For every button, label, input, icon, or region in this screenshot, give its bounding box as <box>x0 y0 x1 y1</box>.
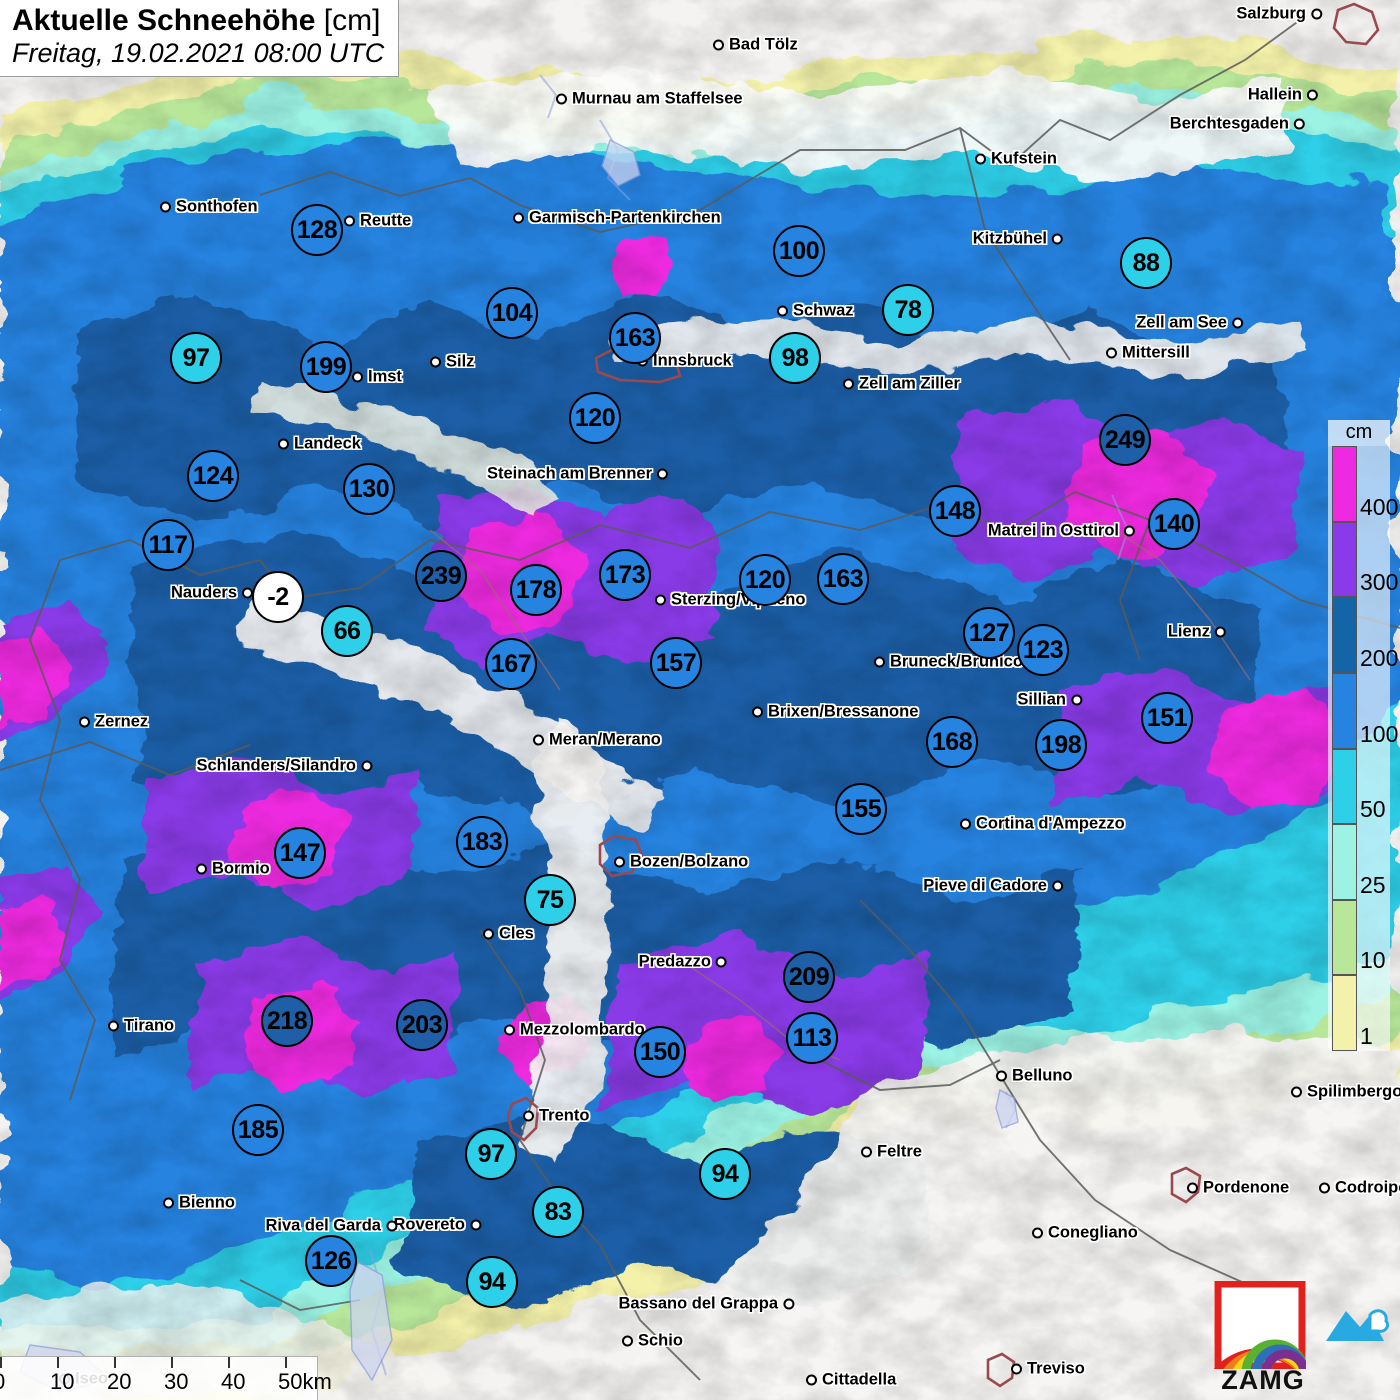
station-value-marker[interactable]: 97 <box>170 332 222 384</box>
station-value-marker[interactable]: 178 <box>510 564 562 616</box>
station-value-marker[interactable]: 239 <box>415 550 467 602</box>
legend-tick-label: 25 <box>1360 871 1386 898</box>
scale-bar: 0 10 20 30 40 50km <box>0 1356 332 1400</box>
station-value-marker[interactable]: 147 <box>274 827 326 879</box>
station-value-marker[interactable]: 117 <box>142 519 194 571</box>
station-value-marker[interactable]: 199 <box>300 341 352 393</box>
station-value-marker[interactable]: 124 <box>187 450 239 502</box>
station-value-marker[interactable]: 173 <box>599 549 651 601</box>
title-main: Aktuelle Schneehöhe <box>12 4 316 37</box>
station-value-marker[interactable]: 94 <box>699 1148 751 1200</box>
station-value-marker[interactable]: 155 <box>835 783 887 835</box>
map-title-box: Aktuelle Schneehöhe [cm] Freitag, 19.02.… <box>0 0 400 77</box>
legend-swatch <box>1332 748 1357 825</box>
station-value-marker[interactable]: 97 <box>465 1128 517 1180</box>
legend-swatch <box>1332 899 1357 976</box>
station-value-marker[interactable]: 123 <box>1017 624 1069 676</box>
legend-unit-label: cm <box>1328 420 1390 446</box>
station-value-marker[interactable]: 104 <box>486 287 538 339</box>
station-value-marker[interactable]: 78 <box>882 284 934 336</box>
legend-tick-label: 400 <box>1360 493 1399 520</box>
legend-swatch <box>1332 975 1357 1051</box>
color-scale-legend: cm 400 300 200 100 50 25 10 1 <box>1328 420 1398 1051</box>
station-value-marker[interactable]: 168 <box>926 716 978 768</box>
page-title: Aktuelle Schneehöhe [cm] <box>12 5 384 37</box>
station-value-marker[interactable]: 127 <box>963 607 1015 659</box>
station-value-marker[interactable]: 98 <box>769 332 821 384</box>
station-value-marker[interactable]: 126 <box>305 1235 357 1287</box>
station-value-marker[interactable]: 88 <box>1120 237 1172 289</box>
scale-bar-label: 40 <box>221 1369 246 1394</box>
scale-bar-label: 50km <box>278 1369 332 1394</box>
title-datetime: Freitag, 19.02.2021 08:00 UTC <box>12 37 385 68</box>
scale-bar-label: 30 <box>164 1369 189 1394</box>
station-value-marker[interactable]: 140 <box>1148 498 1200 550</box>
legend-tick-label: 50 <box>1360 796 1386 823</box>
station-value-marker[interactable]: -2 <box>252 571 304 623</box>
station-value-marker[interactable]: 157 <box>650 637 702 689</box>
legend-swatch <box>1332 597 1357 673</box>
legend-tick-label: 200 <box>1360 644 1399 671</box>
mountain-cloud-icon <box>1320 1293 1390 1354</box>
station-value-marker[interactable]: 94 <box>466 1256 518 1308</box>
zamg-rainbow-icon <box>1212 1280 1309 1377</box>
station-value-marker[interactable]: 75 <box>524 874 576 926</box>
station-value-marker[interactable]: 83 <box>532 1186 584 1238</box>
zamg-wordmark: ZAMG <box>1221 1365 1305 1395</box>
scale-bar-label: 0 <box>0 1369 5 1395</box>
station-value-marker[interactable]: 218 <box>261 995 313 1047</box>
station-value-marker[interactable]: 151 <box>1141 692 1193 744</box>
station-value-marker[interactable]: 120 <box>739 554 791 606</box>
station-value-marker[interactable]: 183 <box>456 816 508 868</box>
legend-tick-label: 1 <box>1360 1023 1373 1049</box>
legend-color-bar: 400 300 200 100 50 25 10 1 <box>1328 446 1398 1051</box>
station-value-marker[interactable]: 100 <box>773 225 825 277</box>
scale-bar-label: 20 <box>107 1369 132 1394</box>
station-value-marker[interactable]: 113 <box>786 1012 838 1064</box>
station-value-marker[interactable]: 185 <box>232 1104 284 1156</box>
station-value-marker[interactable]: 150 <box>634 1026 686 1078</box>
station-value-marker[interactable]: 163 <box>609 312 661 364</box>
scale-bar-label: 10 <box>50 1369 75 1394</box>
station-value-marker[interactable]: 167 <box>485 638 537 690</box>
scale-bar-ticks <box>0 1357 287 1368</box>
legend-swatch <box>1332 824 1357 900</box>
station-value-marker[interactable]: 66 <box>321 605 373 657</box>
legend-swatch <box>1332 446 1357 522</box>
legend-tick-label: 300 <box>1360 569 1399 596</box>
legend-tick-label: 100 <box>1360 720 1399 747</box>
station-value-marker[interactable]: 209 <box>783 951 835 1003</box>
station-value-marker[interactable]: 203 <box>396 999 448 1051</box>
station-value-marker[interactable]: 148 <box>929 485 981 537</box>
station-value-marker[interactable]: 198 <box>1035 719 1087 771</box>
station-value-marker[interactable]: 128 <box>291 204 343 256</box>
station-value-marker[interactable]: 163 <box>817 553 869 605</box>
legend-swatch <box>1332 521 1357 598</box>
legend-swatch <box>1332 672 1357 749</box>
zamg-logo: ZAMG <box>1212 1280 1312 1396</box>
title-unit: [cm] <box>323 4 381 37</box>
station-value-marker[interactable]: 130 <box>343 463 395 515</box>
station-value-marker[interactable]: 249 <box>1099 414 1151 466</box>
station-value-marker[interactable]: 120 <box>569 392 621 444</box>
legend-tick-label: 10 <box>1360 947 1386 974</box>
